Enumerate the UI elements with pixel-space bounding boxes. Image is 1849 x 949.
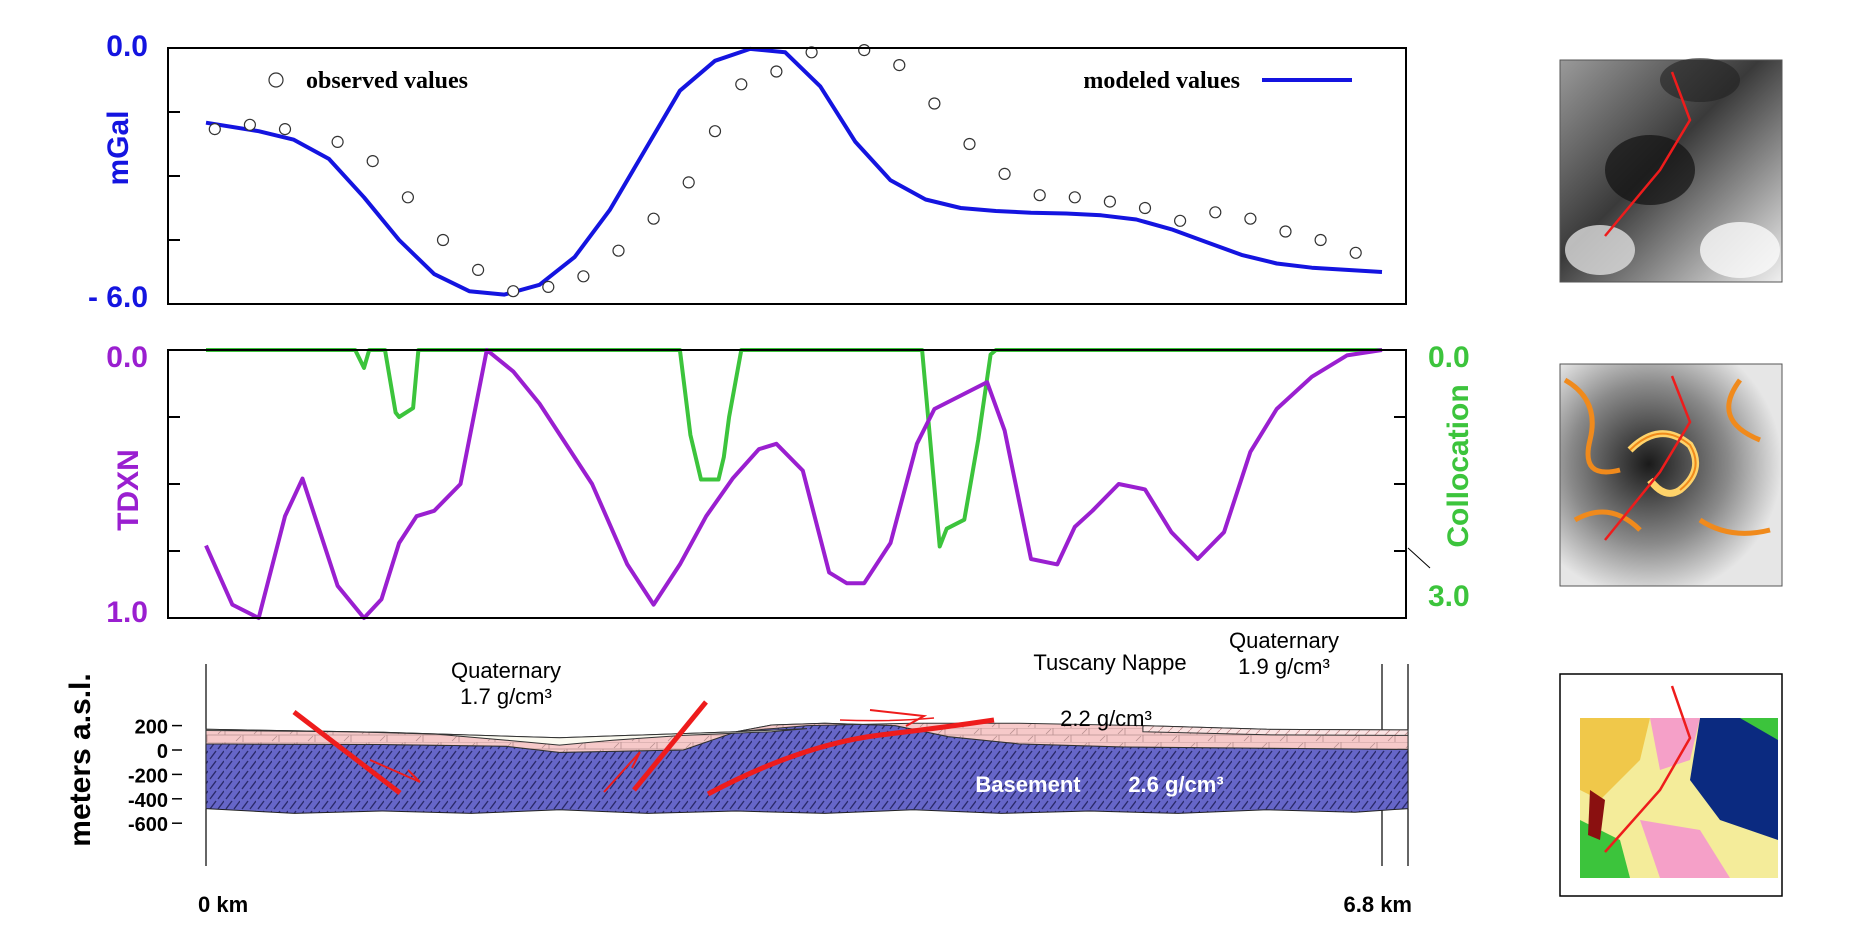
observed-point: [243, 118, 256, 131]
observed-point: [542, 280, 555, 293]
fault-3-branch: [839, 717, 935, 722]
section-y-tick-label: -200: [128, 765, 168, 787]
gravity-panel: mGal 0.0 - 6.0 observed values modeled v…: [88, 30, 1407, 314]
fault-3: [706, 717, 995, 797]
observed-point: [507, 285, 520, 298]
observed-point: [858, 43, 871, 57]
gravity-tick-top: 0.0: [106, 30, 148, 63]
collocation-axis-label: Collocation: [1442, 384, 1475, 547]
tdxn-line: [204, 348, 1383, 620]
observed-point: [1314, 233, 1327, 247]
observed-point: [893, 58, 906, 72]
observed-point: [1173, 214, 1187, 227]
collocation-line: [206, 348, 1382, 549]
basement-label: Basement: [975, 772, 1081, 797]
observed-point: [1068, 191, 1081, 204]
observed-point: [472, 263, 485, 276]
tdxn-tick-bottom: 1.0: [106, 596, 148, 629]
observed-point: [647, 212, 660, 225]
tdxn-tick-marks: [168, 349, 1406, 619]
profile-trace-3: [1604, 685, 1692, 853]
quaternary-left-density: 1.7 g/cm³: [460, 684, 552, 709]
fault-1-arrow: [369, 759, 421, 783]
observed-legend-marker: [268, 72, 284, 88]
section-y-tick-label: -400: [128, 790, 168, 812]
observed-point: [1209, 206, 1222, 219]
tdxn-tick-top: 0.0: [106, 341, 148, 374]
profile-trace-1: [1604, 71, 1692, 237]
quaternary-right-label: Quaternary: [1229, 628, 1339, 653]
observed-point: [708, 125, 722, 138]
section-y-tick-label: 200: [135, 717, 168, 739]
observed-point: [278, 123, 292, 136]
observed-point: [612, 244, 625, 257]
basement-density-label: 2.6 g/cm³: [1128, 772, 1223, 797]
tdxn-map: [1559, 363, 1783, 587]
observed-point: [1349, 246, 1362, 259]
observed-point: [208, 123, 221, 136]
observed-point: [682, 176, 695, 189]
observed-point: [805, 46, 818, 59]
observed-point: [770, 65, 783, 78]
collocation-tick-bottom: 3.0: [1428, 580, 1470, 613]
quaternary-right-density: 1.9 g/cm³: [1238, 654, 1330, 679]
modeled-legend-label: modeled values: [1083, 68, 1240, 94]
gravity-axis-label: mGal: [102, 110, 135, 185]
gravity-plot-frame: [167, 47, 1407, 305]
tuscany-nappe-layer: [205, 722, 1409, 753]
tdxn-axis-label: TDXN: [112, 449, 145, 531]
gravity-tick-bottom: - 6.0: [88, 281, 148, 314]
tuscany-nappe-label: Tuscany Nappe: [1033, 650, 1186, 675]
observed-point: [1138, 201, 1152, 215]
tdxn-panel: TDXN 0.0 1.0 0.0 3.0 Collocation: [106, 341, 1475, 629]
collocation-tick-top: 0.0: [1428, 341, 1470, 374]
observed-point: [401, 191, 414, 204]
observed-point: [1279, 225, 1292, 238]
observed-point: [436, 233, 450, 247]
quaternary-left-layer: [205, 728, 808, 746]
quaternary-left-label: Quaternary: [451, 658, 561, 683]
section-axis-label: meters a.s.l.: [64, 673, 97, 846]
tdxn-plot-frame: [167, 349, 1407, 619]
gravity-tick-marks: [168, 47, 180, 305]
section-y-tick-label: 0: [157, 741, 168, 763]
observed-point: [331, 135, 344, 148]
x-tick-end: 6.8 km: [1344, 892, 1413, 917]
fault-2-arrow: [603, 751, 641, 793]
nappe-density-label: 2.2 g/cm³: [1060, 706, 1152, 731]
observed-legend-label: observed values: [306, 68, 468, 94]
collocation-leader-line: [1407, 547, 1431, 569]
observed-point: [735, 78, 748, 91]
x-tick-start: 0 km: [198, 892, 248, 917]
observed-point: [928, 97, 941, 110]
observed-point: [577, 270, 590, 283]
observed-point: [1033, 189, 1046, 202]
observed-point: [1244, 212, 1257, 225]
geologic-map: [1559, 673, 1783, 897]
observed-point: [366, 155, 379, 168]
fault-3-arrow: [869, 709, 928, 727]
observed-point: [1103, 195, 1117, 208]
map-thumbnails: [1559, 58, 1783, 897]
fault-1: [292, 710, 402, 795]
fault-2: [632, 700, 708, 792]
gravity-map: [1559, 58, 1783, 283]
profile-trace-2: [1604, 375, 1692, 541]
faults: [292, 700, 995, 797]
observed-point: [963, 137, 976, 151]
observed-values-points: [208, 43, 1362, 298]
quaternary-right-layer: [1142, 725, 1409, 736]
observed-point: [998, 167, 1011, 180]
modeled-values-line: [205, 46, 1383, 297]
section-y-tick-label: -600: [128, 814, 168, 836]
